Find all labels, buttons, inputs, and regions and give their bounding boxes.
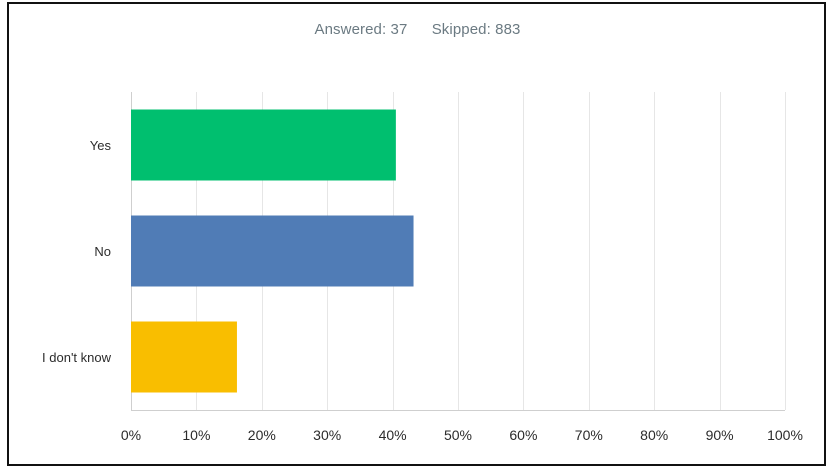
x-tick-label: 20% (248, 427, 276, 443)
response-summary: Answered: 37 Skipped: 883 (0, 21, 835, 38)
bar-yes (131, 109, 396, 181)
x-tick-label: 30% (313, 427, 341, 443)
bar-i-don-t-know (131, 321, 237, 393)
category-label: No (94, 244, 111, 259)
x-tick-label: 80% (640, 427, 668, 443)
x-tick-label: 60% (509, 427, 537, 443)
answered-count: Answered: 37 (314, 21, 408, 38)
x-tick-label: 90% (706, 427, 734, 443)
x-tick-label: 70% (575, 427, 603, 443)
x-tick-label: 40% (379, 427, 407, 443)
skipped-count: Skipped: 883 (431, 21, 521, 38)
x-tick-label: 10% (182, 427, 210, 443)
x-tick-label: 0% (121, 427, 141, 443)
bar-no (131, 215, 414, 287)
x-tick-label: 100% (767, 427, 803, 443)
category-label: I don't know (42, 350, 112, 365)
x-tick-label: 50% (444, 427, 472, 443)
category-label: Yes (90, 138, 112, 153)
